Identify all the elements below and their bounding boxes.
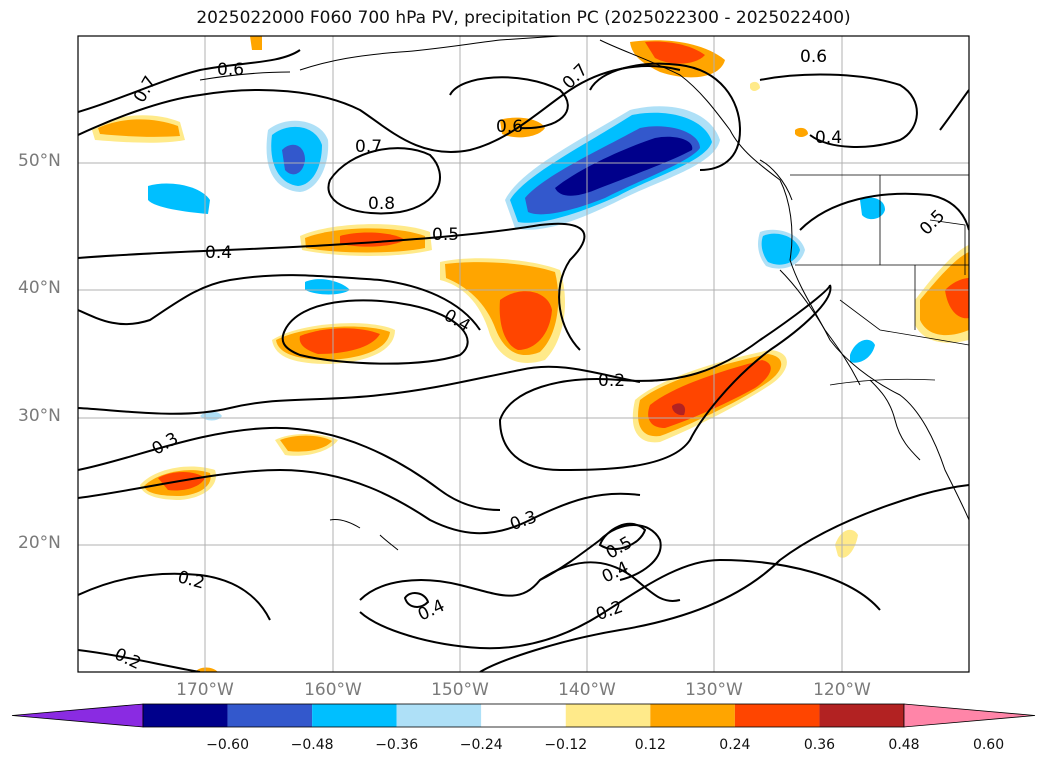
colorbar-segment [143, 704, 228, 727]
colorbar-segment [396, 704, 482, 727]
colorbar-segment [481, 704, 566, 727]
borders [790, 174, 969, 386]
colorbar [11, 703, 1036, 728]
colorbar-tick-label: 0.24 [719, 737, 751, 753]
contour-label: 0.7 [355, 137, 382, 157]
colorbar-extend-low [11, 703, 144, 728]
lon-label: 170°W [176, 680, 234, 700]
contour-label: 0.6 [496, 117, 523, 137]
contour-label: 0.2 [598, 371, 625, 391]
lon-label: 130°W [685, 680, 743, 700]
colorbar-segment [650, 704, 735, 727]
precip-shading [92, 36, 969, 672]
colorbar-tick-label: −0.36 [375, 737, 419, 753]
contour-label: 0.6 [217, 60, 244, 80]
map-title: 2025022000 F060 700 hPa PV, precipitatio… [196, 8, 851, 28]
lon-label: 160°W [304, 680, 362, 700]
lat-label: 20°N [18, 533, 61, 553]
coastlines [199, 36, 969, 551]
colorbar-tick-label: 0.48 [888, 737, 920, 753]
lon-label: 150°W [431, 680, 489, 700]
contour-label: 0.5 [432, 225, 459, 245]
colorbar-segment [312, 704, 397, 727]
contour-label: 0.8 [368, 194, 395, 214]
colorbar-segment [565, 704, 651, 727]
contour-label: 0.4 [815, 128, 842, 148]
contour-label: 0.6 [800, 47, 827, 67]
colorbar-extend-high [903, 703, 1036, 728]
colorbar-tick-label: −0.24 [459, 737, 503, 753]
colorbar-segment [227, 704, 313, 727]
lat-label: 30°N [18, 406, 61, 426]
lon-label: 140°W [558, 680, 616, 700]
map-frame [77, 35, 970, 673]
colorbar-tick-label: 0.36 [803, 737, 836, 753]
colorbar-tick-label: −0.48 [290, 737, 334, 753]
pv-contours [78, 49, 969, 672]
colorbar-tick-label: 0.12 [634, 737, 666, 753]
colorbar-segment [819, 704, 904, 727]
lat-label: 50°N [18, 151, 61, 171]
colorbar-segment [734, 704, 820, 727]
contour-label: 0.4 [205, 243, 232, 263]
colorbar-tick-label: −0.60 [206, 737, 249, 753]
colorbar-tick-label: 0.60 [972, 737, 1005, 753]
lon-label: 120°W [813, 680, 871, 700]
colorbar-tick-label: −0.12 [544, 737, 588, 753]
lat-label: 40°N [18, 278, 61, 298]
